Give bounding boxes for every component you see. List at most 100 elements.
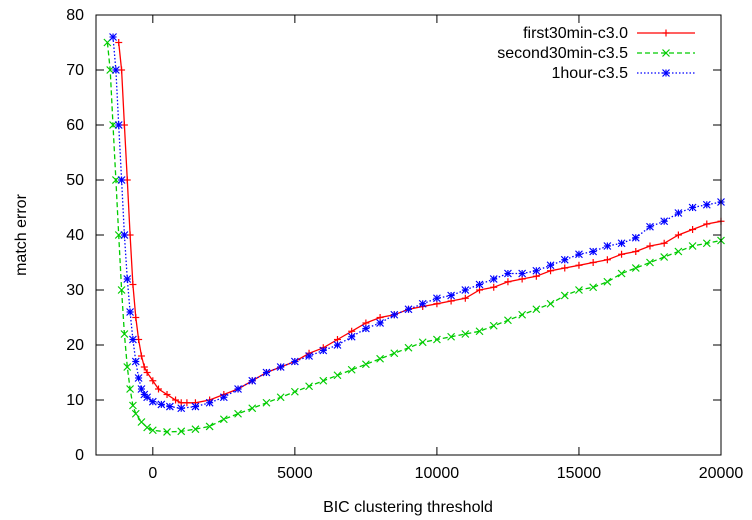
data-point bbox=[390, 310, 399, 319]
x-tick-label: 20000 bbox=[699, 465, 744, 482]
data-point bbox=[603, 256, 611, 264]
data-point bbox=[518, 269, 527, 278]
data-point bbox=[546, 261, 555, 270]
data-point bbox=[111, 66, 120, 74]
data-point bbox=[703, 220, 711, 228]
x-tick-label: 10000 bbox=[415, 465, 460, 482]
data-point bbox=[575, 286, 583, 294]
legend: first30min-c3.0 second30min-c3.5 1hour-c3.… bbox=[497, 25, 695, 82]
data-point bbox=[560, 255, 569, 264]
x-tick-label: 0 bbox=[148, 465, 157, 482]
data-point bbox=[617, 239, 626, 248]
data-point bbox=[290, 387, 299, 396]
data-point bbox=[603, 242, 612, 250]
data-point bbox=[106, 66, 115, 74]
data-point bbox=[575, 261, 583, 269]
data-point bbox=[191, 402, 200, 411]
x-tick-label: 15000 bbox=[557, 465, 602, 482]
data-point bbox=[674, 231, 682, 239]
y-tick-label: 40 bbox=[66, 227, 84, 244]
data-point bbox=[376, 354, 385, 363]
series-second30min-c3.5 bbox=[103, 38, 725, 436]
y-tick-label: 20 bbox=[66, 337, 84, 354]
legend-label: first30min-c3.0 bbox=[523, 25, 628, 42]
data-point bbox=[660, 239, 668, 247]
data-point bbox=[361, 324, 370, 333]
data-point bbox=[589, 247, 598, 256]
data-point bbox=[432, 294, 441, 303]
data-point bbox=[219, 415, 228, 424]
data-point bbox=[262, 368, 271, 377]
data-point bbox=[561, 264, 569, 272]
y-tick-label: 10 bbox=[66, 392, 84, 409]
data-point bbox=[632, 248, 640, 255]
data-point bbox=[234, 409, 242, 418]
data-point bbox=[376, 319, 385, 327]
y-tick-label: 70 bbox=[66, 62, 84, 79]
data-point bbox=[575, 250, 583, 259]
plot-frame bbox=[95, 14, 722, 456]
data-point bbox=[333, 371, 342, 380]
data-point bbox=[674, 247, 683, 256]
data-point bbox=[305, 352, 313, 360]
y-tick-label: 30 bbox=[66, 282, 84, 299]
y-tick-label: 0 bbox=[75, 447, 84, 464]
data-point bbox=[319, 346, 328, 355]
data-point bbox=[347, 332, 356, 341]
data-point bbox=[129, 401, 137, 410]
data-point bbox=[688, 242, 697, 250]
data-point bbox=[248, 404, 257, 413]
data-point bbox=[177, 427, 186, 436]
data-point bbox=[489, 275, 498, 283]
data-point bbox=[674, 209, 683, 217]
data-point bbox=[109, 121, 117, 129]
data-point bbox=[319, 376, 328, 385]
data-point bbox=[140, 363, 148, 371]
data-point bbox=[518, 310, 527, 319]
data-point bbox=[504, 269, 512, 278]
data-point bbox=[131, 409, 140, 418]
y-tick-label: 80 bbox=[66, 7, 84, 24]
data-point bbox=[126, 308, 135, 316]
data-point bbox=[305, 382, 313, 391]
data-point bbox=[191, 425, 200, 434]
data-point bbox=[418, 299, 427, 308]
data-point bbox=[646, 222, 654, 231]
data-point bbox=[347, 365, 356, 374]
series-1hour-c3.5 bbox=[109, 33, 725, 413]
data-point bbox=[404, 305, 413, 314]
data-point bbox=[603, 277, 612, 286]
data-point bbox=[120, 231, 129, 239]
series-line bbox=[106, 42, 722, 433]
data-point bbox=[165, 402, 174, 411]
data-point bbox=[333, 341, 342, 349]
data-point bbox=[114, 121, 123, 129]
data-point bbox=[149, 377, 157, 385]
data-point bbox=[689, 226, 697, 233]
data-point bbox=[418, 338, 427, 347]
data-point bbox=[390, 349, 399, 358]
data-point bbox=[177, 404, 186, 413]
y-tick-label: 60 bbox=[66, 117, 84, 134]
data-point bbox=[248, 376, 257, 385]
data-point bbox=[447, 291, 456, 300]
data-point bbox=[148, 426, 157, 435]
data-point bbox=[163, 391, 171, 398]
y-axis-title: match error bbox=[13, 193, 30, 275]
data-point bbox=[219, 393, 228, 402]
data-point bbox=[143, 369, 151, 376]
data-point bbox=[631, 264, 640, 272]
data-point bbox=[504, 316, 512, 325]
data-point bbox=[123, 275, 132, 283]
data-point bbox=[490, 283, 498, 291]
data-point bbox=[120, 330, 129, 338]
data-point bbox=[532, 266, 541, 275]
data-point bbox=[143, 393, 152, 402]
data-point bbox=[461, 330, 470, 338]
y-tick-label: 50 bbox=[66, 172, 84, 189]
legend-marker bbox=[662, 49, 670, 57]
data-point bbox=[618, 250, 626, 258]
data-point bbox=[646, 258, 654, 267]
data-point bbox=[432, 335, 441, 344]
